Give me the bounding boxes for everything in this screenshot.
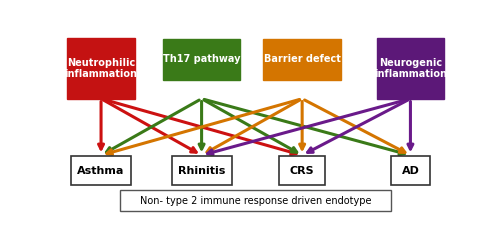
Text: Barrier defect: Barrier defect — [263, 55, 341, 64]
Text: Neurogenic
inflammation: Neurogenic inflammation — [374, 58, 447, 79]
Text: Non- type 2 immune response driven endotype: Non- type 2 immune response driven endot… — [140, 196, 371, 206]
Text: CRS: CRS — [290, 166, 314, 176]
FancyBboxPatch shape — [163, 39, 241, 80]
FancyBboxPatch shape — [279, 156, 325, 185]
Text: Asthma: Asthma — [77, 166, 125, 176]
FancyBboxPatch shape — [377, 38, 444, 99]
FancyBboxPatch shape — [263, 39, 341, 80]
Text: Th17 pathway: Th17 pathway — [163, 55, 241, 64]
Text: AD: AD — [402, 166, 419, 176]
FancyBboxPatch shape — [120, 190, 391, 211]
FancyBboxPatch shape — [172, 156, 232, 185]
Text: Neutrophilic
inflammation: Neutrophilic inflammation — [64, 58, 138, 79]
FancyBboxPatch shape — [67, 38, 135, 99]
FancyBboxPatch shape — [391, 156, 430, 185]
Text: Rhinitis: Rhinitis — [178, 166, 225, 176]
FancyBboxPatch shape — [71, 156, 131, 185]
